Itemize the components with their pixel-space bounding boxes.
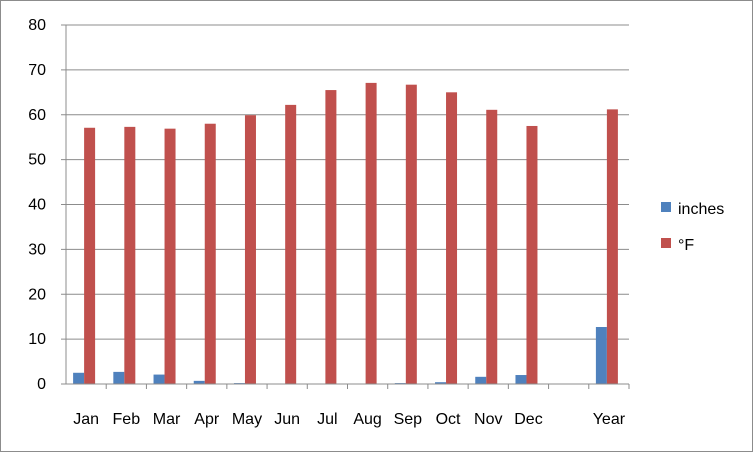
- bar-°F-Oct: [446, 92, 457, 384]
- x-tick-label: May: [232, 411, 262, 428]
- bar-°F-Jan: [84, 128, 95, 384]
- bar-°F-Sep: [406, 85, 417, 384]
- bar-inches-Dec: [515, 375, 526, 384]
- bar-°F-Nov: [486, 110, 497, 384]
- x-tick-label: Mar: [153, 411, 181, 428]
- bar-inches-Feb: [113, 372, 124, 384]
- y-tick-label: 80: [28, 17, 46, 34]
- gridlines: [66, 25, 629, 384]
- legend-label-1: °F: [678, 237, 694, 254]
- bar-°F-Mar: [165, 129, 176, 384]
- x-tick-label: Oct: [436, 411, 461, 428]
- x-tick-label: Aug: [353, 411, 381, 428]
- y-axis: 0 10 20 30 40 50 60 70 80: [28, 17, 66, 393]
- bar-°F-Year: [607, 109, 618, 384]
- x-tick-label: Nov: [474, 411, 502, 428]
- legend-swatch-1: [661, 238, 671, 248]
- bar-°F-Apr: [205, 124, 216, 384]
- y-tick-label: 0: [37, 376, 46, 393]
- x-tick-label: Dec: [514, 411, 542, 428]
- bar-°F-Jun: [285, 105, 296, 384]
- bar-inches-Jan: [73, 373, 84, 384]
- legend-label-0: inches: [678, 201, 724, 218]
- bar-inches-Year: [596, 327, 607, 384]
- y-tick-label: 50: [28, 152, 46, 169]
- y-tick-label: 10: [28, 331, 46, 348]
- legend: inches °F: [661, 201, 724, 254]
- y-tick-label: 70: [28, 62, 46, 79]
- y-tick-label: 20: [28, 286, 46, 303]
- bar-inches-Mar: [154, 375, 165, 384]
- bar-°F-May: [245, 115, 256, 384]
- x-tick-label: Feb: [113, 411, 141, 428]
- x-axis: Jan Feb Mar Apr May Jun Jul Aug Sep Oct Nov Dec Year: [66, 384, 629, 428]
- x-tick-label: Year: [593, 411, 626, 428]
- x-tick-label: Jun: [274, 411, 300, 428]
- bar-°F-Dec: [526, 126, 537, 384]
- x-tick-label: Apr: [194, 411, 220, 428]
- y-tick-label: 40: [28, 197, 46, 214]
- x-tick-label: Jul: [317, 411, 337, 428]
- x-tick-label: Sep: [394, 411, 423, 428]
- bar-inches-Nov: [475, 377, 486, 384]
- bar-°F-Jul: [325, 90, 336, 384]
- legend-swatch-0: [661, 202, 671, 212]
- y-tick-label: 60: [28, 107, 46, 124]
- x-tick-label: Jan: [73, 411, 99, 428]
- y-tick-label: 30: [28, 241, 46, 258]
- bar-°F-Aug: [366, 83, 377, 384]
- bar-°F-Feb: [124, 127, 135, 384]
